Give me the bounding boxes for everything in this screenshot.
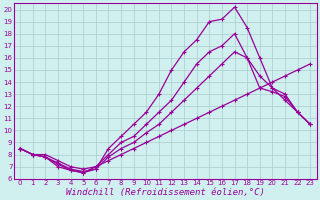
X-axis label: Windchill (Refroidissement éolien,°C): Windchill (Refroidissement éolien,°C) (66, 188, 265, 197)
